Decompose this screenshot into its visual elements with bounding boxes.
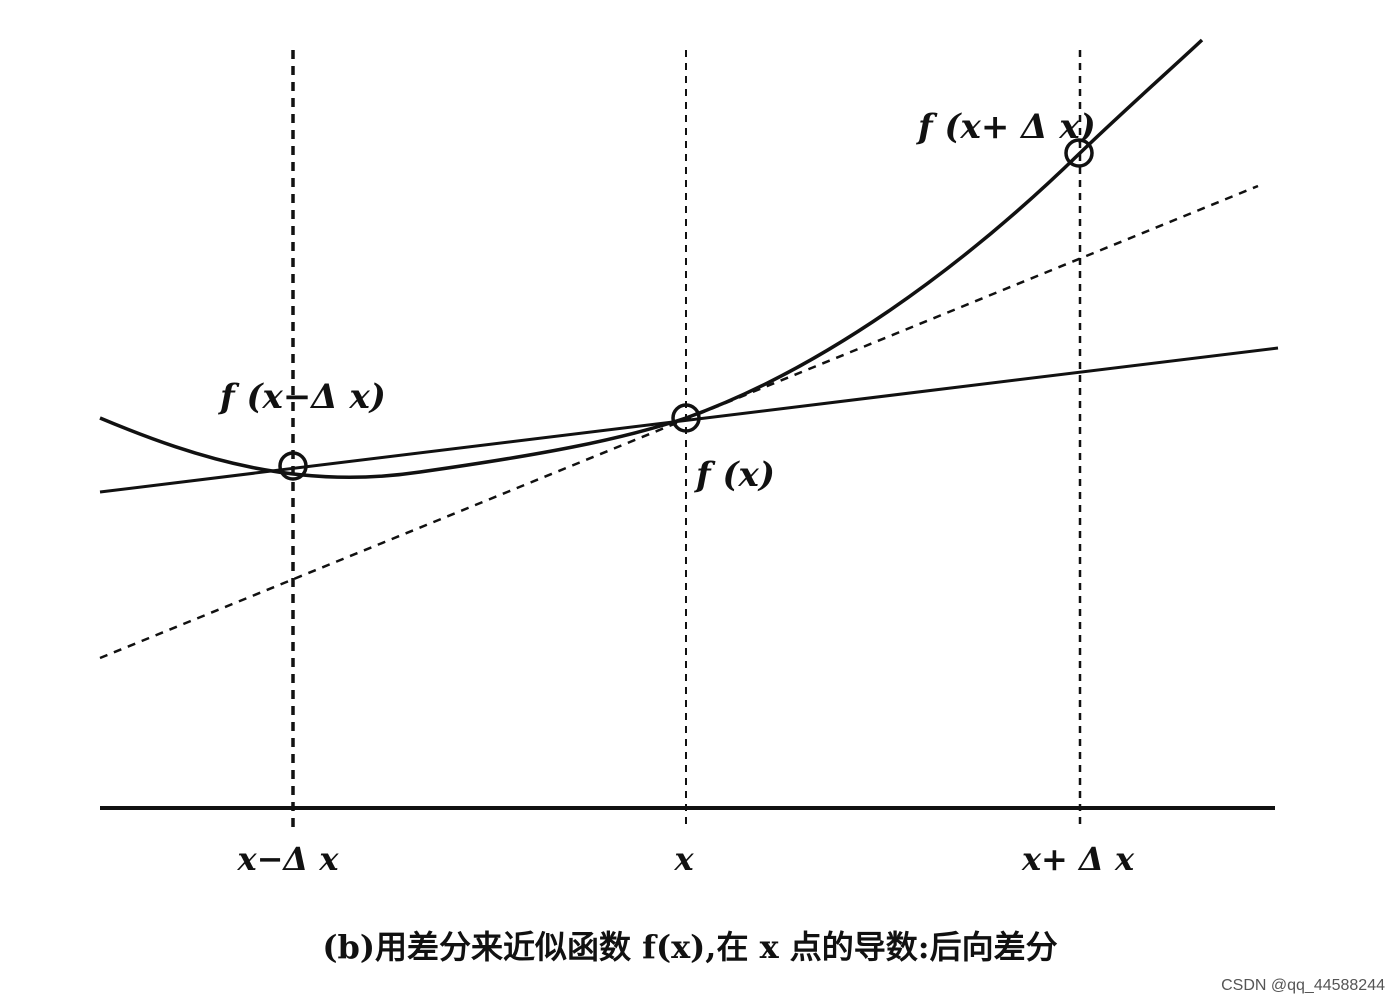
watermark: CSDN @qq_44588244 <box>1221 977 1385 994</box>
point-marker <box>671 403 701 433</box>
x-label: x−Δ x <box>237 840 340 878</box>
point-label: f (x−Δ x) <box>218 377 386 417</box>
x-label: x <box>673 840 694 878</box>
point-marker <box>278 451 308 481</box>
secant-line <box>99 346 1279 494</box>
point-label: f (x+ Δ x) <box>916 107 1096 147</box>
tangent-line <box>99 184 1259 660</box>
point-marker <box>1064 138 1094 168</box>
x-label: x+ Δ x <box>1021 840 1135 878</box>
caption: (b)用差分来近似函数 f(x),在 x 点的导数:后向差分 <box>322 928 1057 966</box>
vertical-guides <box>291 50 1082 828</box>
point-label: f (x) <box>694 455 775 495</box>
